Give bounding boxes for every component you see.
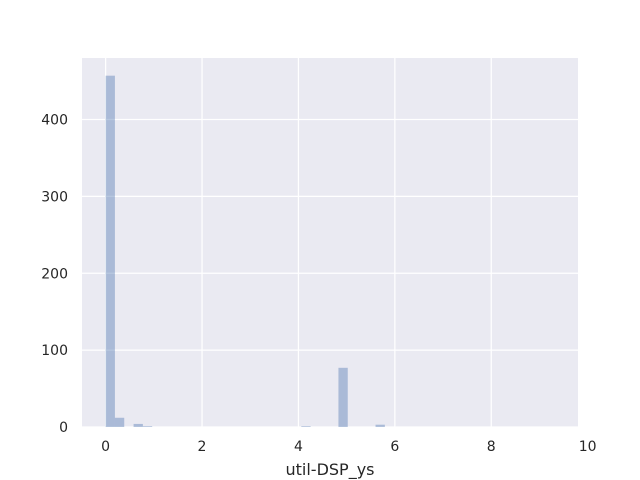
x-tick-label: 2 [198,439,207,455]
bars-group [105,75,385,428]
x-tick-label: 10 [579,439,597,455]
plot-background [82,58,578,427]
grid-lines [82,58,578,428]
histogram-bar [105,75,115,428]
y-tick-label: 0 [59,420,68,436]
histogram-bar [301,426,311,427]
histogram-bar [338,367,348,427]
y-tick-label: 300 [41,189,68,205]
y-tick-labels: 0 100 200 300 400 [41,113,68,437]
histogram-bar [133,423,143,427]
histogram-bar [114,417,125,427]
x-tick-label: 8 [487,439,496,455]
y-tick-label: 400 [41,113,68,129]
histogram-bar [375,424,385,427]
x-tick-label: 6 [390,439,399,455]
y-tick-label: 200 [41,266,68,282]
y-tick-label: 100 [41,343,68,359]
x-tick-label: 4 [294,439,303,455]
x-tick-labels: 0 2 4 6 8 10 [101,439,596,455]
histogram-bar [142,426,153,427]
x-axis-label: util-DSP_ys [285,460,374,480]
x-tick-label: 0 [101,439,110,455]
